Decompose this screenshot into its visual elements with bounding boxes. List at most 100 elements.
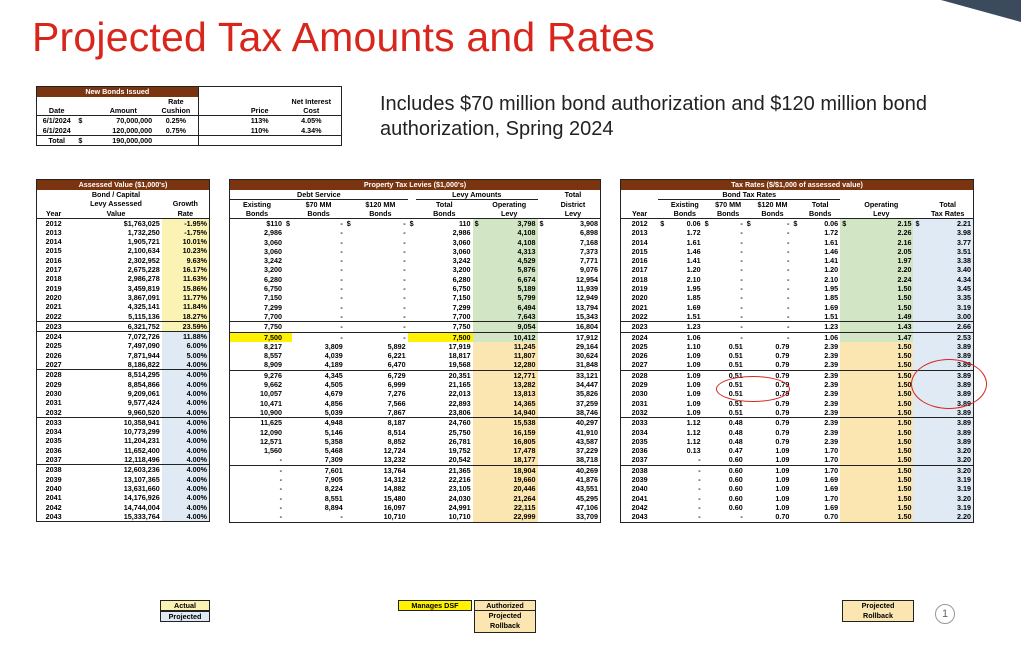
bonds-col-cost: Cost — [303, 106, 320, 116]
rate-row: 2042-0.60 1.09 1.69 1.50 3.19 — [621, 502, 974, 513]
levy-row: 6,750- -6,750 5,189 11,939 — [263, 284, 598, 294]
group-debt-service: Debt Service — [229, 190, 408, 200]
av-row: 2040 13,631,660 4.00% — [37, 483, 210, 494]
av-row: 2042 14,744,004 4.00% — [37, 502, 210, 512]
av-row: 2021 4,325,141 11.84% — [37, 302, 210, 312]
page-title: Projected Tax Amounts and Rates — [32, 14, 656, 60]
group-levy-amounts: Levy Amounts — [415, 190, 538, 200]
bonds-col-cushion: Cushion — [161, 106, 191, 116]
levy-row: 3,200- -3,200 5,876 9,076 — [263, 265, 598, 275]
legend-manages-dsf: Manages DSF — [398, 600, 472, 611]
av-row: 2022 5,115,136 18.27% — [37, 311, 210, 322]
levy-row: 6,280- -6,280 6,674 12,954 — [263, 274, 598, 285]
rate-row: 2012 $0.06 $ - $ - $0.06 $2.15 $2.21 — [620, 218, 974, 229]
levy-row: 9,662 4,505 6,999 21,165 13,282 34,447 — [263, 380, 598, 390]
rate-row: 2041-0.60 1.09 1.70 1.50 3.20 — [621, 493, 974, 503]
levy-row: 11,625 4,948 8,187 24,760 15,538 40,297 — [229, 417, 601, 428]
annotation-circle-total-rates — [911, 359, 987, 409]
av-row: 2024 7,072,726 11.88% — [36, 331, 210, 342]
levies-header: Property Tax Levies ($1,000's) — [229, 179, 601, 190]
levy-row: 1,560 5,468 12,724 19,752 17,478 37,229 — [263, 446, 598, 456]
rate-row: 2021 1.69- -1.69 1.50 3.19 — [621, 302, 974, 312]
bonds-total-row: Total $190,000,000 — [36, 134, 342, 146]
av-row: 2014 1,905,721 10.01% — [37, 237, 210, 247]
rate-row: 2025 1.10 0.51 0.79 2.39 1.50 3.89 — [621, 341, 974, 352]
rate-row: 2040-0.60 1.09 1.69 1.50 3.19 — [621, 484, 974, 494]
av-row: 2041 14,176,926 4.00% — [37, 493, 210, 503]
rate-row: 2035 1.12 0.48 0.79 2.39 1.50 3.89 — [621, 436, 974, 447]
levy-row: 10,057 4,679 7,276 22,013 13,813 35,826 — [260, 389, 598, 399]
rate-row: 2026 1.09 0.51 0.79 2.39 1.50 3.89 — [621, 351, 974, 361]
levy-row: 8,217 3,809 5,892 17,919 11,245 29,164 — [263, 341, 598, 352]
levy-row: -7,905 14,312 22,216 19,660 41,876 — [279, 475, 598, 485]
av-row: 2026 7,871,944 5.00% — [37, 350, 210, 361]
bonds-col-amount: Amount — [109, 106, 137, 116]
legend-authorized: Authorized — [474, 600, 536, 611]
av-header: Assessed Value ($1,000's) — [36, 179, 210, 190]
page-number: 1 — [935, 604, 955, 624]
av-row: 2039 13,107,365 4.00% — [37, 474, 210, 484]
levy-row: 7,150- -7,150 5,799 12,949 — [263, 293, 598, 303]
rate-row: 2043- -0.70 0.70 1.50 2.20 — [621, 512, 974, 522]
rate-row: 2017 1.20- -1.20 2.20 3.40 — [621, 265, 974, 275]
bonds-header: New Bonds Issued — [36, 86, 199, 97]
rate-row: 2015 1.46- -1.46 2.05 3.51 — [621, 246, 974, 257]
levy-row: - -10,710 10,710 22,999 33,709 — [279, 512, 598, 522]
av-row: 2012 $1,763,025 -1.95% — [36, 217, 210, 228]
av-row: 2028 8,514,295 4.00% — [36, 369, 210, 380]
bonds-col-date: Date — [48, 106, 65, 116]
av-row: 2017 2,675,228 16.17% — [37, 265, 210, 275]
assessed-value-table: Assessed Value ($1,000's) Bond / Capital… — [36, 179, 210, 523]
bonds-col-net: Net Interest — [291, 97, 332, 107]
bonds-col-price: Price — [250, 106, 269, 116]
av-row: 2036 11,652,400 4.00% — [37, 445, 210, 456]
levy-row: -8,894 16,097 24,991 22,115 47,106 — [279, 502, 598, 513]
levy-row: 3,060- -3,060 4,108 7,168 — [263, 237, 598, 247]
av-row: 2035 11,204,231 4.00% — [37, 436, 210, 446]
av-row: 2029 8,854,866 4.00% — [37, 379, 210, 389]
levy-row: 8,909 4,189 6,470 19,568 12,280 31,848 — [263, 360, 598, 371]
levy-row: 10,471 4,856 7,566 22,893 14,365 37,259 — [260, 398, 598, 408]
rate-row: 2014 1.61- -1.61 2.16 3.77 — [621, 237, 974, 247]
rate-row: 2033 1.12 0.48 0.79 2.39 1.50 3.89 — [620, 417, 974, 428]
levy-row: $110 $ - $ - $110 $3,798 $3,908 — [229, 218, 601, 229]
levies-table: Property Tax Levies ($1,000's) Debt Serv… — [229, 179, 601, 523]
av-row: 2023 6,321,752 23.59% — [36, 320, 210, 332]
av-row: 2032 9,960,520 4.00% — [37, 407, 210, 418]
annotation-circle-bond-rates — [716, 376, 790, 402]
legend-projected-rollback: Projected Rollback — [474, 611, 536, 633]
av-row: 2034 10,773,299 4.00% — [37, 427, 210, 437]
av-row: 2038 12,603,236 4.00% — [36, 464, 210, 475]
av-row: 2013 1,732,250 -1.75% — [37, 227, 210, 238]
av-row: 2031 9,577,424 4.00% — [37, 398, 210, 408]
levy-row: 7,500- -7,500 10,412 17,912 — [229, 331, 601, 342]
levy-row: 12,090 5,146 8,514 25,750 16,159 41,910 — [260, 427, 598, 437]
legend-actual: Actual — [160, 600, 210, 611]
rate-row: 2036 0.13 0.47 1.09 1.70 1.50 3.20 — [621, 446, 974, 456]
rate-row: 2019 1.95- -1.95 1.50 3.45 — [621, 284, 974, 294]
av-row: 2043 15,333,764 4.00% — [37, 511, 210, 522]
rate-row: 2022 1.51- -1.51 1.49 3.00 — [621, 311, 974, 322]
av-row: 2016 2,302,952 9.63% — [37, 255, 210, 266]
levy-row: 8,557 4,039 6,221 18,817 11,807 30,624 — [263, 351, 598, 361]
av-row: 2020 3,867,091 11.77% — [37, 292, 210, 303]
rate-row: 2023 1.23- -1.23 1.43 2.66 — [620, 321, 974, 333]
levy-row: 3,060- -3,060 4,313 7,373 — [263, 246, 598, 257]
rate-row: 2020 1.85- -1.85 1.50 3.35 — [621, 293, 974, 303]
av-row: 2033 10,358,941 4.00% — [36, 416, 210, 428]
rate-row: 2024 1.06- -1.06 1.47 2.53 — [620, 331, 974, 342]
page-subtitle: Includes $70 million bond authorization … — [380, 93, 928, 140]
levy-row: 10,900 5,039 7,867 23,806 14,940 38,746 — [260, 407, 598, 418]
bonds-table: New Bonds Issued Rate Net Interest Date … — [36, 86, 342, 147]
legend-projected: Projected — [160, 611, 210, 622]
levy-row: 7,750- -7,750 9,054 16,804 — [229, 321, 601, 333]
rate-row: 2013 1.72- -1.72 2.26 3.98 — [621, 228, 974, 238]
levy-row: 9,276 4,345 6,729 20,351 12,771 33,121 — [229, 369, 601, 381]
rate-row: 2039-0.60 1.09 1.69 1.50 3.19 — [621, 475, 974, 485]
levy-row: 7,700- -7,700 7,643 15,343 — [263, 311, 598, 322]
rate-row: 2034 1.12 0.48 0.79 2.39 1.50 3.89 — [621, 427, 974, 437]
levy-row: -7,601 13,764 21,365 18,904 40,269 — [229, 464, 601, 476]
levy-row: 2,986- -2,986 4,108 6,898 — [263, 228, 598, 238]
levy-row: 12,571 5,358 8,852 26,781 16,805 43,587 — [260, 436, 598, 447]
rate-row: 2018 2.10- -2.10 2.24 4.34 — [621, 274, 974, 285]
